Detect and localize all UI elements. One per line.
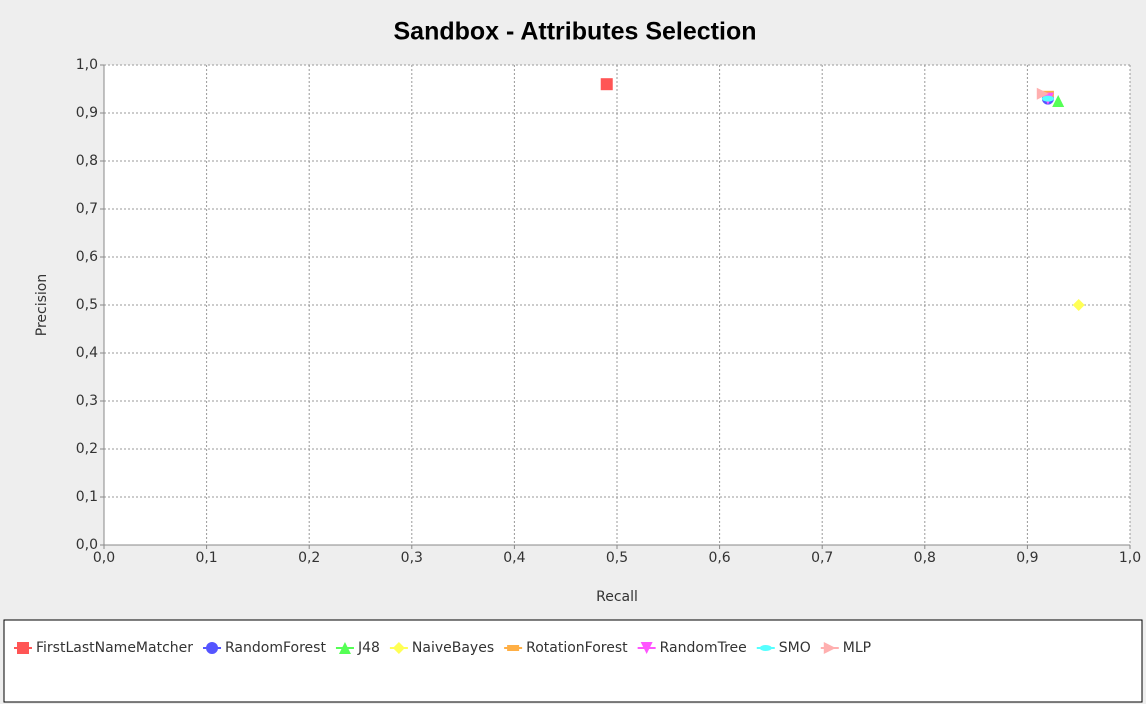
y-tick-label: 1,0 bbox=[76, 57, 98, 73]
legend-marker bbox=[759, 645, 772, 651]
legend-label: NaiveBayes bbox=[412, 640, 494, 656]
x-axis-label: Recall bbox=[596, 589, 638, 605]
y-tick-label: 0,0 bbox=[76, 537, 98, 553]
legend-label: J48 bbox=[357, 640, 380, 656]
x-tick-label: 0,3 bbox=[401, 550, 423, 566]
legend-marker bbox=[338, 642, 351, 654]
x-tick-label: 1,0 bbox=[1119, 550, 1141, 566]
y-tick-label: 0,6 bbox=[76, 249, 98, 265]
y-tick-label: 0,8 bbox=[76, 153, 98, 169]
x-tick-label: 0,2 bbox=[298, 550, 320, 566]
legend-box bbox=[3, 619, 1143, 703]
legend-label: RandomForest bbox=[225, 640, 326, 656]
y-tick-label: 0,7 bbox=[76, 201, 98, 217]
y-tick-label: 0,4 bbox=[76, 345, 98, 361]
point bbox=[600, 78, 613, 91]
legend-label: MLP bbox=[843, 640, 871, 656]
x-tick-label: 0,1 bbox=[195, 550, 217, 566]
x-tick-label: 0,7 bbox=[811, 550, 833, 566]
y-tick-label: 0,9 bbox=[76, 105, 98, 121]
legend-label: FirstLastNameMatcher bbox=[36, 640, 193, 656]
legend-marker bbox=[823, 642, 836, 654]
point bbox=[1036, 87, 1049, 100]
point bbox=[1052, 95, 1065, 107]
y-axis-label: Precision bbox=[34, 274, 50, 336]
legend-marker bbox=[206, 642, 219, 654]
x-tick-label: 0,0 bbox=[93, 550, 115, 566]
x-tick-label: 0,6 bbox=[708, 550, 730, 566]
legend-marker bbox=[17, 642, 29, 654]
point bbox=[1072, 299, 1085, 311]
legend-marker bbox=[507, 645, 520, 651]
legend-label: RandomTree bbox=[660, 640, 747, 656]
legend-marker bbox=[640, 642, 653, 654]
chart-title: Sandbox - Attributes Selection bbox=[393, 18, 756, 46]
legend-label: SMO bbox=[779, 640, 811, 656]
x-tick-label: 0,9 bbox=[1016, 550, 1038, 566]
x-tick-label: 0,4 bbox=[503, 550, 525, 566]
x-tick-label: 0,8 bbox=[914, 550, 936, 566]
y-tick-label: 0,3 bbox=[76, 393, 98, 409]
x-tick-label: 0,5 bbox=[606, 550, 628, 566]
legend-marker bbox=[392, 642, 405, 654]
legend-label: RotationForest bbox=[526, 640, 628, 656]
point bbox=[1041, 95, 1054, 102]
y-tick-label: 0,2 bbox=[76, 441, 98, 457]
y-tick-label: 0,5 bbox=[76, 297, 98, 313]
y-tick-label: 0,1 bbox=[76, 489, 98, 505]
